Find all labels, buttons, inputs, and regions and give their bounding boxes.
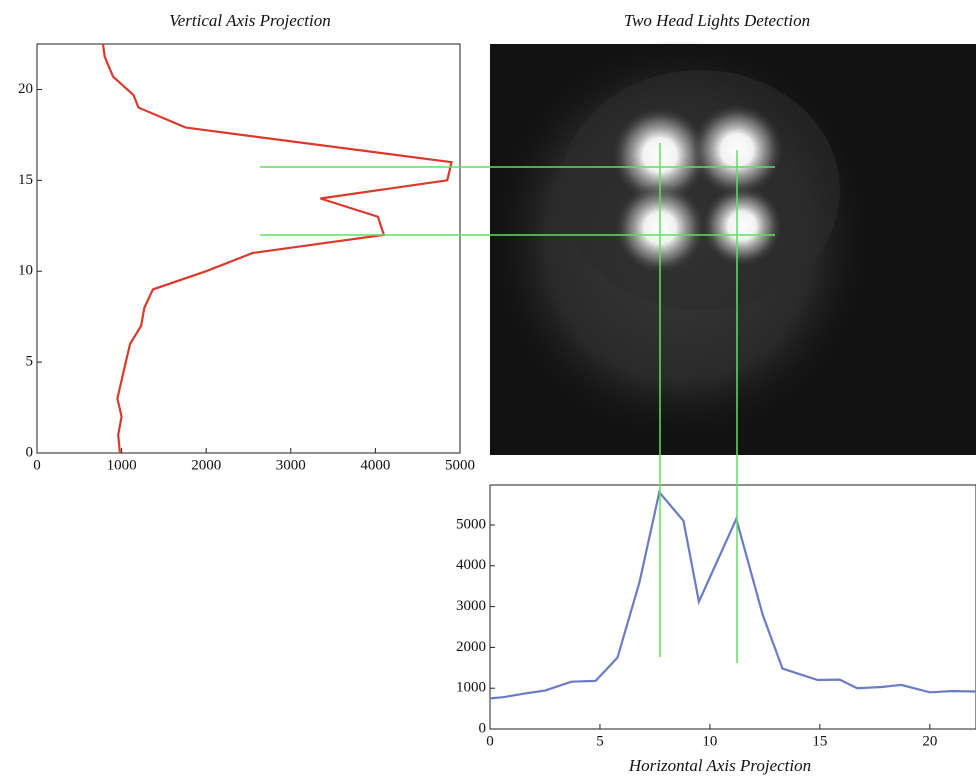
x-tick-label: 15 (812, 733, 827, 749)
y-tick-label: 5 (26, 354, 34, 370)
x-tick-label: 0 (486, 733, 494, 749)
x-tick-label: 20 (922, 733, 937, 749)
y-tick-label: 0 (479, 720, 487, 736)
x-tick-label: 5000 (445, 457, 475, 473)
y-tick-label: 2000 (456, 639, 486, 655)
x-tick-label: 5 (596, 733, 604, 749)
y-tick-label: 3000 (456, 598, 486, 614)
y-tick-label: 1000 (456, 680, 486, 696)
x-tick-label: 0 (33, 457, 41, 473)
y-tick-label: 15 (18, 172, 33, 188)
x-tick-label: 10 (702, 733, 717, 749)
y-tick-label: 20 (18, 81, 33, 97)
y-tick-label: 5000 (456, 516, 486, 532)
detection-image (490, 40, 976, 455)
x-tick-label: 3000 (276, 457, 306, 473)
plot-frame (490, 485, 976, 729)
y-tick-label: 4000 (456, 557, 486, 573)
chart-title: Vertical Axis Projection (169, 11, 330, 30)
y-tick-label: 0 (26, 444, 34, 460)
image-title: Two Head Lights Detection (624, 11, 810, 30)
figure: Vertical Axis Projection Two Head Lights… (0, 0, 976, 777)
image-haze (560, 70, 840, 310)
plot-frame (37, 44, 460, 453)
data-line (490, 492, 976, 698)
x-tick-label: 2000 (191, 457, 221, 473)
x-tick-label: 4000 (360, 457, 390, 473)
y-tick-label: 10 (18, 263, 33, 279)
light-blob (702, 186, 782, 266)
chart-title: Horizontal Axis Projection (628, 756, 811, 775)
x-tick-label: 1000 (107, 457, 137, 473)
data-line (103, 44, 452, 453)
